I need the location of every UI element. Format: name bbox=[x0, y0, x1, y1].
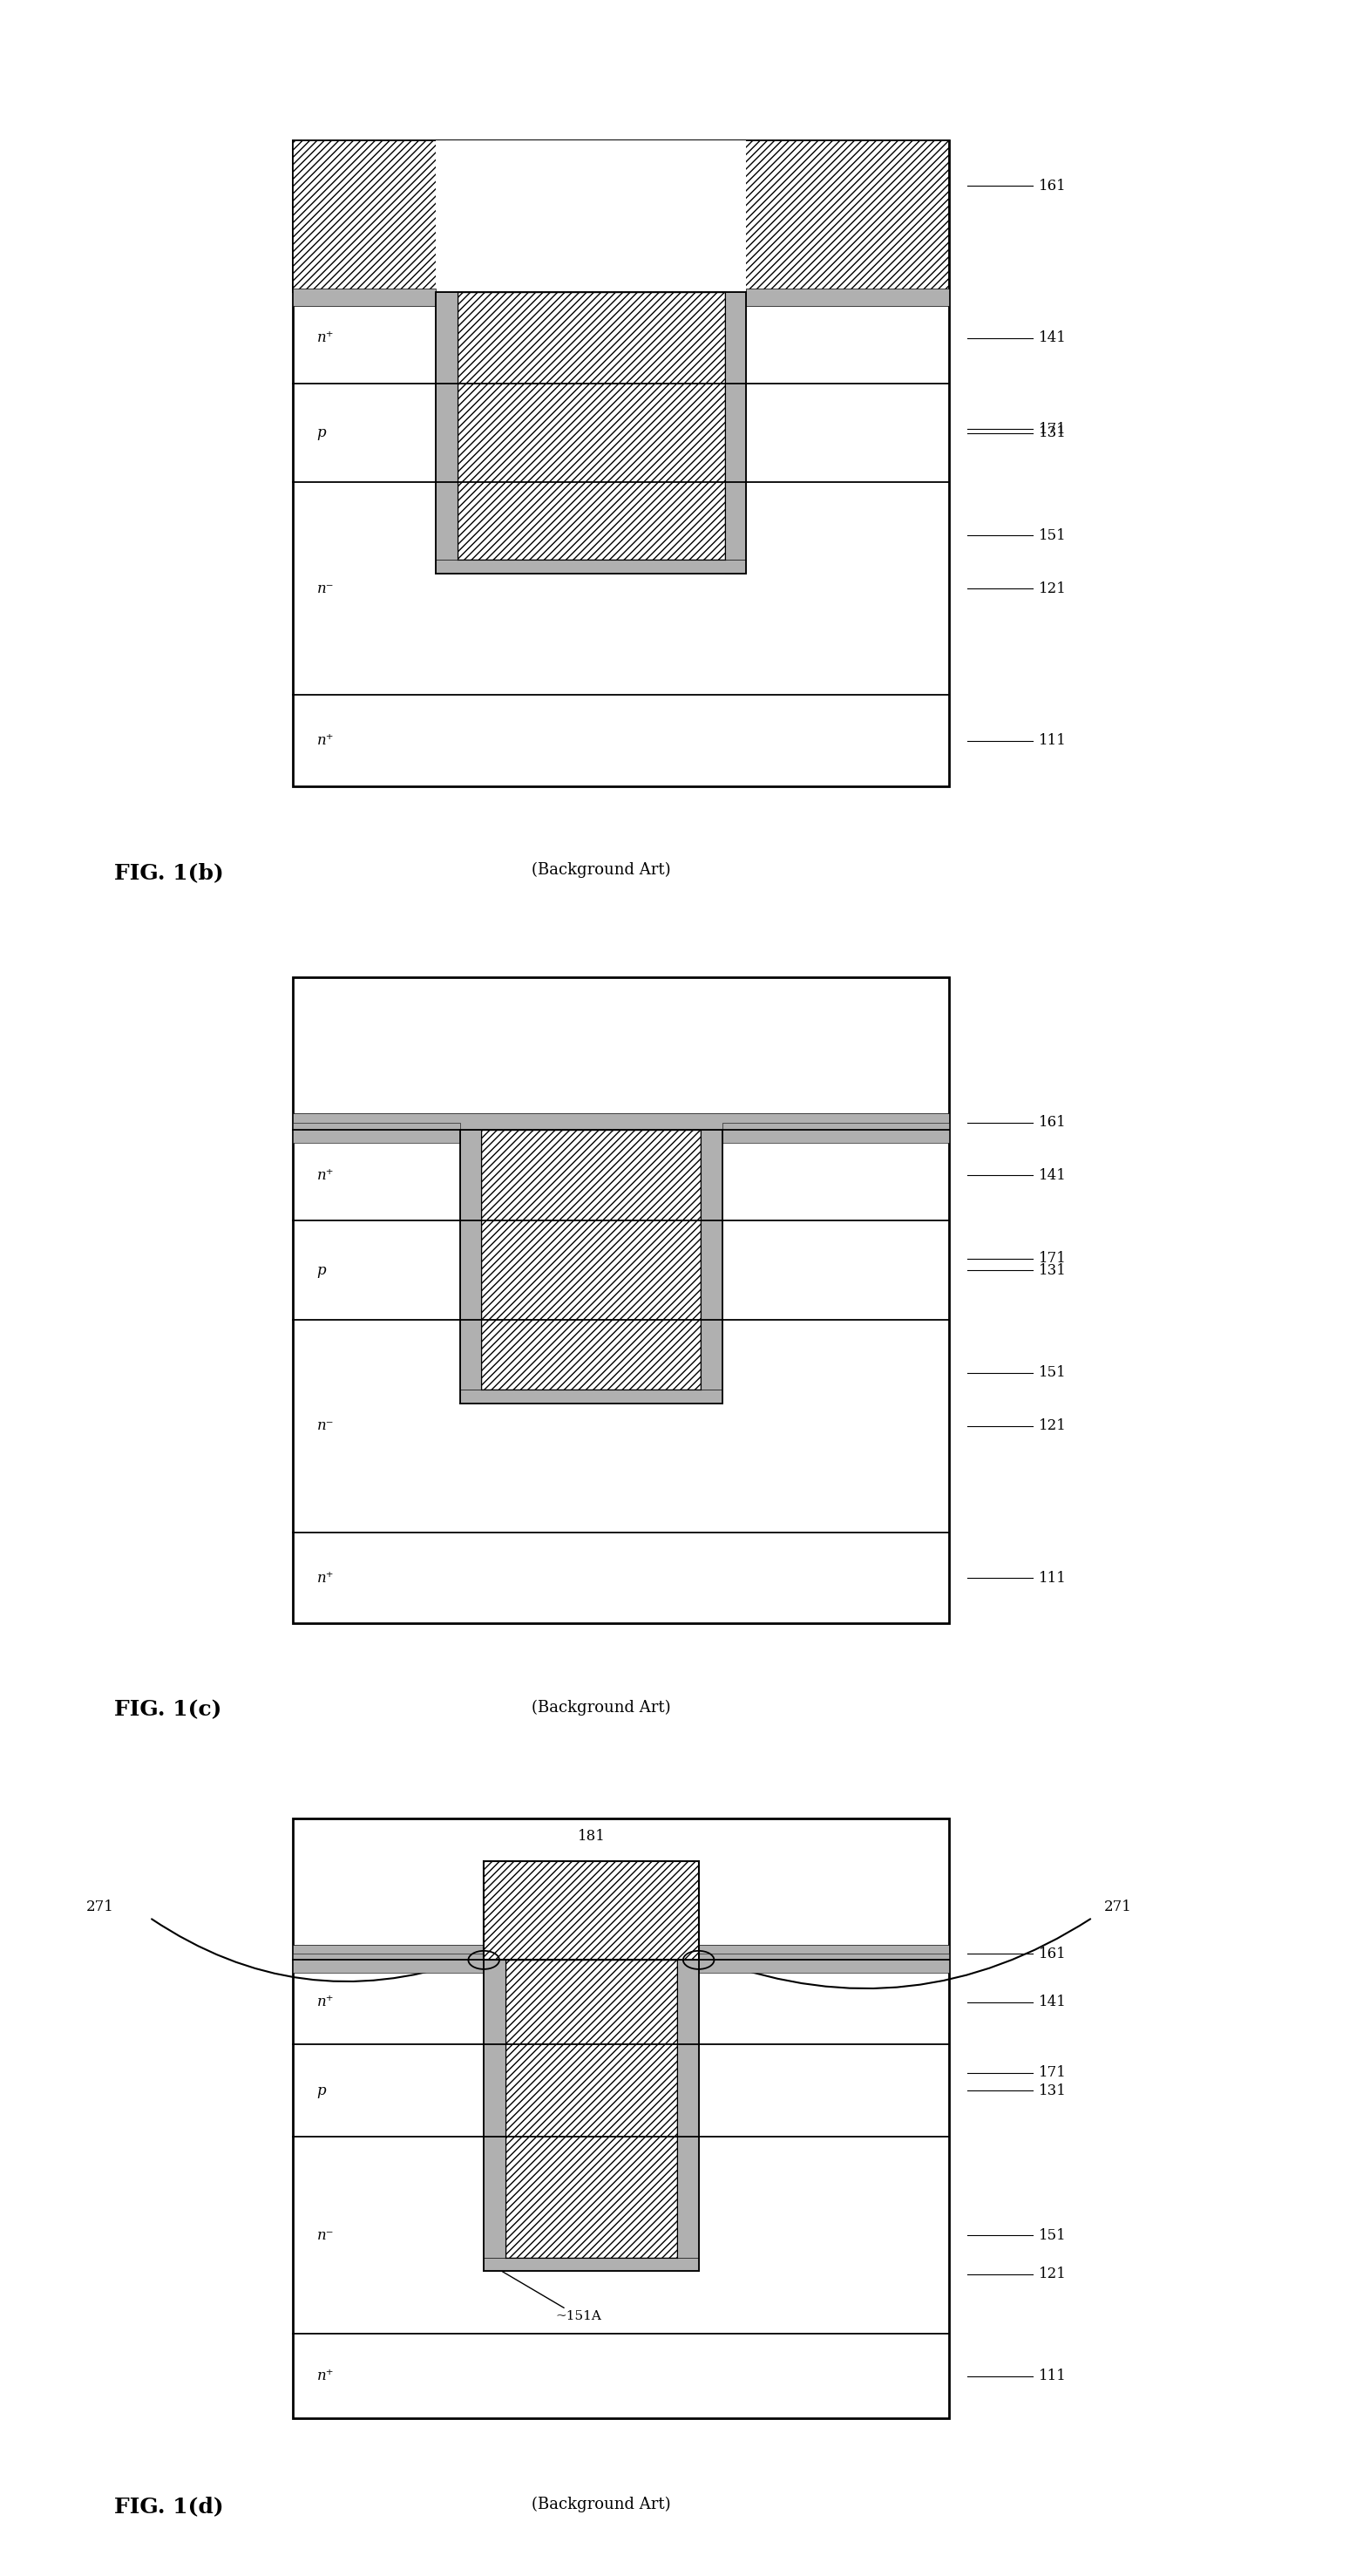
Text: n⁺: n⁺ bbox=[317, 1571, 334, 1584]
Text: p: p bbox=[317, 2084, 325, 2097]
Text: p: p bbox=[317, 1262, 325, 1278]
Text: 171: 171 bbox=[1039, 1252, 1066, 1267]
Bar bbox=[460, 1388, 723, 1404]
Text: p: p bbox=[317, 425, 325, 440]
Bar bbox=[506, 1960, 677, 2257]
Text: 171: 171 bbox=[1039, 422, 1066, 435]
Text: (Background Art): (Background Art) bbox=[532, 1700, 671, 1716]
Text: 111: 111 bbox=[1039, 1571, 1066, 1584]
Text: 131: 131 bbox=[1039, 1262, 1066, 1278]
Text: 111: 111 bbox=[1039, 734, 1066, 747]
Text: 271: 271 bbox=[87, 1899, 114, 1914]
Text: 151: 151 bbox=[1039, 528, 1066, 544]
Bar bbox=[698, 1953, 949, 1973]
Bar bbox=[701, 1128, 723, 1404]
Bar bbox=[293, 1113, 949, 1128]
Bar bbox=[481, 1128, 701, 1388]
Text: 111: 111 bbox=[1039, 2370, 1066, 2383]
Bar bbox=[293, 139, 949, 786]
Bar bbox=[677, 1960, 698, 2269]
Text: n⁻: n⁻ bbox=[317, 1419, 334, 1432]
Bar bbox=[484, 1960, 506, 2269]
Text: 181: 181 bbox=[578, 1829, 605, 1844]
Text: 161: 161 bbox=[1039, 1947, 1066, 1960]
Bar bbox=[484, 1862, 698, 1960]
Bar bbox=[293, 1953, 484, 1973]
Bar bbox=[293, 1123, 460, 1144]
Text: 121: 121 bbox=[1039, 2267, 1066, 2282]
Text: 141: 141 bbox=[1039, 1994, 1066, 2009]
Bar bbox=[293, 979, 949, 1623]
Text: n⁺: n⁺ bbox=[317, 330, 334, 345]
Text: 151: 151 bbox=[1039, 2228, 1066, 2244]
Bar bbox=[725, 291, 746, 574]
Text: ~151A: ~151A bbox=[494, 2267, 602, 2324]
Text: FIG. 1(c): FIG. 1(c) bbox=[114, 1700, 221, 1721]
Text: n⁻: n⁻ bbox=[317, 582, 334, 595]
Text: n⁻: n⁻ bbox=[317, 2228, 334, 2244]
Text: 161: 161 bbox=[1039, 1115, 1066, 1131]
Text: 131: 131 bbox=[1039, 425, 1066, 440]
Text: n⁺: n⁺ bbox=[317, 1167, 334, 1182]
Bar bbox=[293, 1945, 949, 1960]
Text: n⁺: n⁺ bbox=[317, 2370, 334, 2383]
Bar bbox=[293, 1819, 949, 2419]
Bar bbox=[437, 139, 746, 291]
Bar bbox=[457, 291, 725, 559]
Bar bbox=[723, 1123, 949, 1144]
Text: 151: 151 bbox=[1039, 1365, 1066, 1381]
Text: 121: 121 bbox=[1039, 1419, 1066, 1432]
Text: (Background Art): (Background Art) bbox=[532, 863, 671, 878]
Text: 131: 131 bbox=[1039, 2084, 1066, 2097]
Bar bbox=[437, 291, 457, 574]
Text: 141: 141 bbox=[1039, 330, 1066, 345]
Text: FIG. 1(d): FIG. 1(d) bbox=[114, 2496, 224, 2517]
Text: n⁺: n⁺ bbox=[317, 734, 334, 747]
Text: 161: 161 bbox=[1039, 178, 1066, 193]
Text: 271: 271 bbox=[1104, 1899, 1132, 1914]
Bar bbox=[484, 2257, 698, 2269]
Text: (Background Art): (Background Art) bbox=[532, 2496, 671, 2512]
Bar bbox=[746, 289, 949, 307]
Text: 171: 171 bbox=[1039, 2066, 1066, 2081]
Bar bbox=[460, 1128, 481, 1404]
Bar bbox=[293, 139, 949, 291]
Text: 141: 141 bbox=[1039, 1167, 1066, 1182]
Text: n⁺: n⁺ bbox=[317, 1994, 334, 2009]
Bar bbox=[437, 559, 746, 574]
Text: FIG. 1(b): FIG. 1(b) bbox=[114, 863, 224, 884]
Text: 121: 121 bbox=[1039, 582, 1066, 595]
Bar bbox=[293, 289, 437, 307]
